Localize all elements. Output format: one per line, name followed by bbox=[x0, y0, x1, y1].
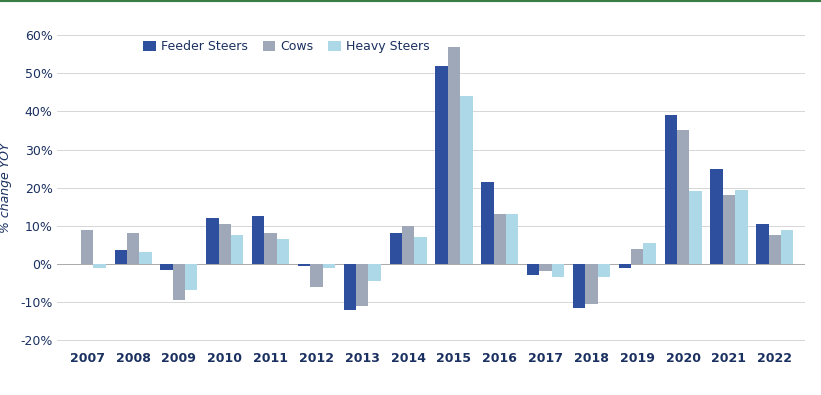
Bar bbox=[598, 264, 610, 277]
Bar bbox=[402, 226, 415, 264]
Bar bbox=[722, 195, 735, 264]
Bar bbox=[493, 214, 506, 264]
Bar bbox=[389, 233, 402, 264]
Bar bbox=[172, 264, 185, 300]
Bar bbox=[481, 182, 493, 264]
Y-axis label: % change YOY: % change YOY bbox=[0, 142, 11, 233]
Bar bbox=[206, 218, 218, 264]
Bar bbox=[127, 233, 140, 264]
Bar bbox=[447, 47, 460, 264]
Bar bbox=[460, 96, 473, 264]
Bar bbox=[710, 169, 722, 264]
Bar bbox=[115, 250, 127, 264]
Bar bbox=[677, 130, 690, 264]
Bar bbox=[310, 264, 323, 287]
Bar bbox=[619, 264, 631, 268]
Bar bbox=[539, 264, 552, 271]
Bar bbox=[735, 190, 747, 264]
Bar bbox=[756, 224, 768, 264]
Bar bbox=[415, 237, 427, 264]
Bar bbox=[264, 233, 277, 264]
Bar bbox=[94, 264, 106, 268]
Bar bbox=[506, 214, 518, 264]
Legend: Feeder Steers, Cows, Heavy Steers: Feeder Steers, Cows, Heavy Steers bbox=[139, 36, 434, 58]
Bar bbox=[644, 243, 656, 264]
Bar bbox=[631, 248, 644, 264]
Bar bbox=[435, 66, 447, 264]
Bar bbox=[185, 264, 198, 290]
Bar bbox=[690, 192, 702, 264]
Bar bbox=[573, 264, 585, 308]
Bar bbox=[218, 224, 231, 264]
Bar bbox=[160, 264, 172, 269]
Bar bbox=[277, 239, 289, 264]
Bar bbox=[298, 264, 310, 266]
Bar bbox=[768, 235, 781, 264]
Bar bbox=[781, 229, 793, 264]
Bar bbox=[81, 229, 94, 264]
Bar bbox=[231, 235, 243, 264]
Bar bbox=[344, 264, 356, 310]
Bar bbox=[527, 264, 539, 275]
Bar bbox=[369, 264, 381, 281]
Bar bbox=[585, 264, 598, 304]
Bar bbox=[552, 264, 564, 277]
Bar bbox=[664, 115, 677, 264]
Bar bbox=[140, 252, 152, 264]
Bar bbox=[323, 264, 335, 268]
Bar bbox=[356, 264, 369, 306]
Bar bbox=[252, 216, 264, 264]
